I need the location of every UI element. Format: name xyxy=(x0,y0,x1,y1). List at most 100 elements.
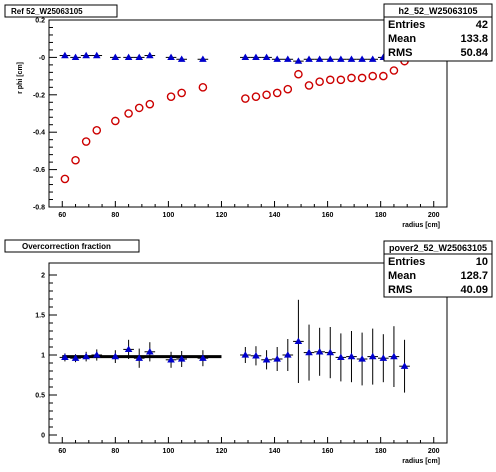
bottom-title-box xyxy=(4,239,140,253)
top-series-1-point-9 xyxy=(177,88,186,98)
bottom-ytick-label-3: 1.5 xyxy=(35,313,45,320)
top-series-1-point-18 xyxy=(315,77,324,87)
top-series-1-point-19 xyxy=(325,75,335,85)
bottom-xtick-label-5: 160 xyxy=(322,448,334,455)
top-series-0-point-23 xyxy=(367,55,379,62)
top-series-0-point-2 xyxy=(80,51,92,59)
top-xtick-label-4: 140 xyxy=(269,212,281,219)
top-series-0-point-6 xyxy=(133,53,145,61)
bottom-xtick-label-3: 120 xyxy=(216,448,228,455)
top-series-1-point-15 xyxy=(283,84,293,94)
top-series-0-point-14 xyxy=(271,55,283,62)
bottom-series-0-point-19 xyxy=(324,327,336,379)
bottom-series-0-point-10 xyxy=(197,350,209,367)
bottom-markers xyxy=(59,299,410,393)
top-series-1-point-5 xyxy=(124,109,133,118)
top-xtick-label-3: 120 xyxy=(216,212,228,219)
top-stats-name: h2_52_W25063105 xyxy=(398,6,477,16)
bottom-ytick-label-4: 2 xyxy=(41,273,45,280)
bottom-stats-box: pover2_52_W25063105 Entries 10 Mean 128.… xyxy=(383,240,493,298)
bottom-series-0-point-17 xyxy=(303,324,315,381)
top-stats-value-2: 50.84 xyxy=(460,47,488,59)
bottom-stats-label-1: Mean xyxy=(388,270,416,282)
top-series-1-point-8 xyxy=(166,92,176,101)
top-series-0-point-11 xyxy=(240,53,251,61)
top-series-0-point-17 xyxy=(303,55,315,62)
bottom-stats-label-0: Entries xyxy=(388,256,425,268)
top-series-0-point-1 xyxy=(70,53,81,61)
top-title-box xyxy=(4,4,118,18)
top-series-1-point-22 xyxy=(357,73,367,83)
bottom-series-0-point-24 xyxy=(378,334,389,383)
bottom-series-0-point-4 xyxy=(110,350,121,363)
bottom-series-0-point-26 xyxy=(399,339,410,393)
top-axes: 60 80 100 120 140 160 180 200 -0.8 -0.6 -0.4 -0.2 -0… xyxy=(33,18,440,220)
top-xtick-label-7: 200 xyxy=(428,212,440,219)
top-stats-box: h2_52_W25063105 Entries 42 Mean 133.8 RM… xyxy=(383,3,493,62)
top-series-0-point-22 xyxy=(356,55,368,62)
top-series-1-point-7 xyxy=(145,99,155,109)
top-xtick-label-2: 100 xyxy=(163,212,175,219)
top-series-0-point-19 xyxy=(324,55,336,62)
top-series-1-point-24 xyxy=(379,71,388,81)
top-series-1-point-25 xyxy=(389,66,399,75)
top-series-1-point-16 xyxy=(294,69,303,79)
top-series-1-point-17 xyxy=(304,81,314,90)
bottom-series-0-point-18 xyxy=(314,327,325,376)
bottom-series-0-point-6 xyxy=(133,348,145,368)
top-series-1-point-0 xyxy=(60,174,70,184)
bottom-series-0-point-22 xyxy=(356,332,368,386)
top-ytick-label-0: -0.8 xyxy=(33,205,45,212)
top-ytick-label-1: -0.6 xyxy=(33,167,45,174)
top-series-1-point-2 xyxy=(81,137,91,146)
top-series-1-point-21 xyxy=(347,73,356,83)
top-series-0-point-15 xyxy=(282,55,294,62)
top-series-1-point-11 xyxy=(241,94,250,103)
top-xtick-label-1: 80 xyxy=(111,212,119,219)
top-plot-frame xyxy=(48,19,448,208)
top-series-1-point-20 xyxy=(336,75,346,85)
bottom-stats-name: pover2_52_W25063105 xyxy=(389,243,487,253)
top-series-1-point-3 xyxy=(92,126,102,135)
top-ytick-label-2: -0.4 xyxy=(33,130,45,137)
top-series-0-point-5 xyxy=(123,53,134,61)
bottom-ytick-label-1: 0.5 xyxy=(35,393,45,400)
bottom-series-0-point-8 xyxy=(165,351,177,368)
bottom-series-0-point-15 xyxy=(282,339,294,371)
bottom-series-0-point-0 xyxy=(59,353,71,362)
chart-bottom: Overcorrection fraction 60 80 100 120 140 160… xyxy=(4,239,493,465)
top-xtick-label-5: 160 xyxy=(322,212,334,219)
bottom-stats-value-1: 128.7 xyxy=(460,270,488,282)
top-ytick-label-4: -0 xyxy=(39,55,45,62)
top-xtick-label-6: 180 xyxy=(375,212,387,219)
top-title: Ref 52_W25063105 xyxy=(11,7,83,16)
top-xtick-label-0: 60 xyxy=(58,212,66,219)
top-series-1-point-23 xyxy=(368,71,378,81)
top-stats-label-0: Entries xyxy=(388,19,425,31)
bottom-series-0-point-12 xyxy=(250,346,262,366)
bottom-series-0-point-13 xyxy=(261,350,272,370)
bottom-stats-label-2: RMS xyxy=(388,284,412,296)
top-series-1-point-10 xyxy=(198,83,208,92)
bottom-xlabel: radius [cm] xyxy=(402,458,440,465)
bottom-xtick-label-1: 80 xyxy=(111,448,119,455)
bottom-axes: 60 80 100 120 140 160 180 200 0 0.5 1 1.5 2 xyxy=(35,273,439,456)
top-series-0-point-16 xyxy=(293,57,304,64)
bottom-series-0-point-11 xyxy=(240,347,251,363)
top-ytick-label-5: 0.2 xyxy=(35,18,45,25)
top-stats-label-2: RMS xyxy=(388,47,412,59)
chart-top: Ref 52_W25063105 60 80 100 120 140 160 180 200 -… xyxy=(4,3,493,229)
bottom-series-0-point-9 xyxy=(176,351,187,367)
top-ytick-label-3: -0.2 xyxy=(33,92,45,99)
bottom-series-0-point-21 xyxy=(346,331,357,383)
top-series-0-point-18 xyxy=(314,55,325,62)
bottom-series-0-point-16 xyxy=(293,299,304,383)
bottom-title: Overcorrection fraction xyxy=(22,242,111,251)
top-stats-value-0: 42 xyxy=(476,19,488,31)
bottom-series-0-point-1 xyxy=(70,354,81,363)
top-series-0-point-4 xyxy=(110,53,121,61)
top-stats-label-1: Mean xyxy=(388,33,416,45)
bottom-series-0-point-25 xyxy=(388,326,400,387)
top-series-0-point-13 xyxy=(261,53,272,61)
